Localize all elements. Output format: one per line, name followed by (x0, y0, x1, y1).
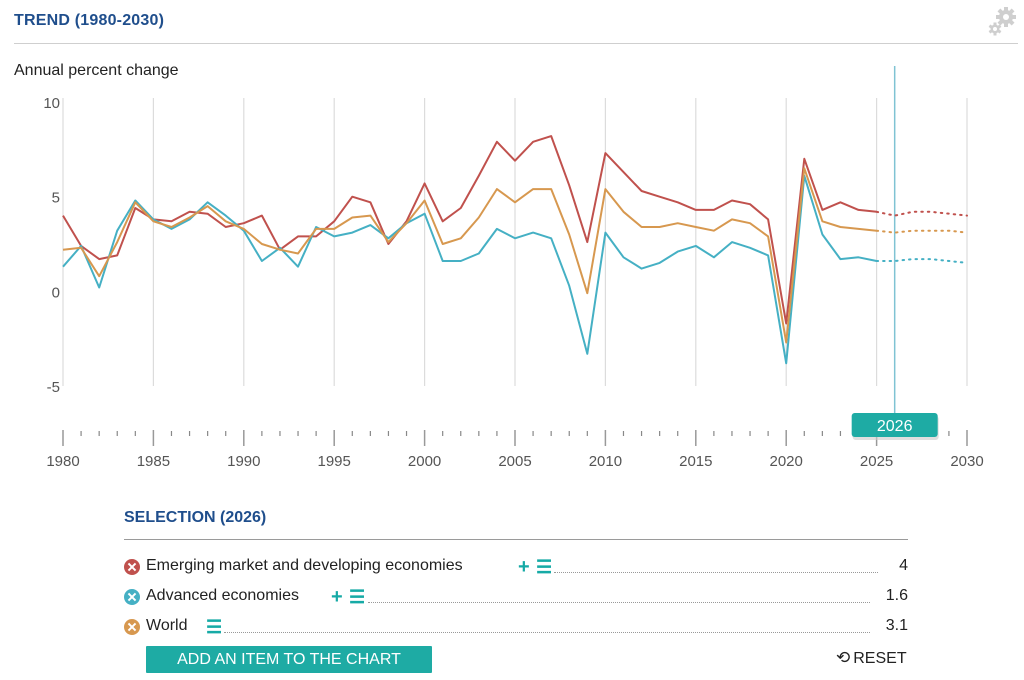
series-line-world (62, 167, 877, 344)
series-forecast-emerging (875, 210, 968, 217)
series-forecast-world (875, 229, 968, 234)
y-tick-label: 5 (52, 190, 60, 207)
selection-row-advanced: Advanced economies + ☰ 1.6 (124, 586, 908, 610)
selection-divider (124, 539, 908, 540)
y-tick-label: 0 (52, 284, 60, 301)
remove-emerging-icon[interactable] (124, 559, 140, 575)
series-value: 4 (893, 557, 908, 575)
series-line-emerging (62, 135, 877, 325)
reset-icon: ⟲ (836, 648, 851, 667)
line-chart[interactable]: 10 5 0 -5 1980 1985 1990 1995 2000 2005 2010 2015 20… (0, 0, 1024, 500)
x-tick-label: 2015 (679, 453, 712, 470)
y-tick-label: -5 (47, 379, 60, 396)
leader-dots (368, 602, 870, 603)
x-tick-label: 2005 (498, 453, 531, 470)
list-icon[interactable]: ☰ (206, 617, 223, 637)
chart-title: TREND (1980-2030) (14, 12, 165, 29)
y-tick-label: 10 (43, 95, 60, 112)
series-name: Emerging market and developing economies (146, 557, 469, 575)
settings-gear-icon[interactable] (986, 6, 1018, 38)
reset-button[interactable]: ⟲ RESET (836, 648, 907, 668)
series-line-advanced (62, 174, 877, 365)
remove-advanced-icon[interactable] (124, 589, 140, 605)
series-name: World (146, 617, 194, 635)
series-value: 3.1 (879, 617, 908, 635)
header-divider (14, 43, 1018, 44)
leader-dots (224, 632, 870, 633)
x-tick-label: 2025 (860, 453, 893, 470)
add-icon[interactable]: + (518, 556, 530, 578)
x-tick-label: 1990 (227, 453, 260, 470)
x-tick-label: 2010 (589, 453, 622, 470)
x-tick-label: 2020 (770, 453, 803, 470)
x-tick-label: 1980 (46, 453, 79, 470)
reset-label: RESET (853, 650, 907, 667)
year-handle[interactable] (851, 413, 938, 437)
series-name: Advanced economies (146, 587, 305, 605)
series-value: 1.6 (879, 587, 908, 605)
year-handle-label: 2026 (877, 418, 913, 435)
add-item-button[interactable]: ADD AN ITEM TO THE CHART (146, 646, 432, 673)
x-tick-label: 1985 (137, 453, 170, 470)
x-tick-label: 1995 (318, 453, 351, 470)
remove-world-icon[interactable] (124, 619, 140, 635)
y-axis-label: Annual percent change (14, 62, 179, 79)
list-icon[interactable]: ☰ (349, 587, 366, 607)
add-icon[interactable]: + (331, 586, 343, 608)
series-forecast-advanced (875, 258, 968, 264)
selection-title: SELECTION (2026) (124, 509, 267, 526)
selection-row-world: World ☰ 3.1 (124, 616, 908, 640)
selection-row-emerging: Emerging market and developing economies… (124, 556, 908, 580)
leader-dots (554, 572, 878, 573)
x-tick-label: 2030 (950, 453, 983, 470)
x-tick-label: 2000 (408, 453, 441, 470)
list-icon[interactable]: ☰ (536, 557, 553, 577)
